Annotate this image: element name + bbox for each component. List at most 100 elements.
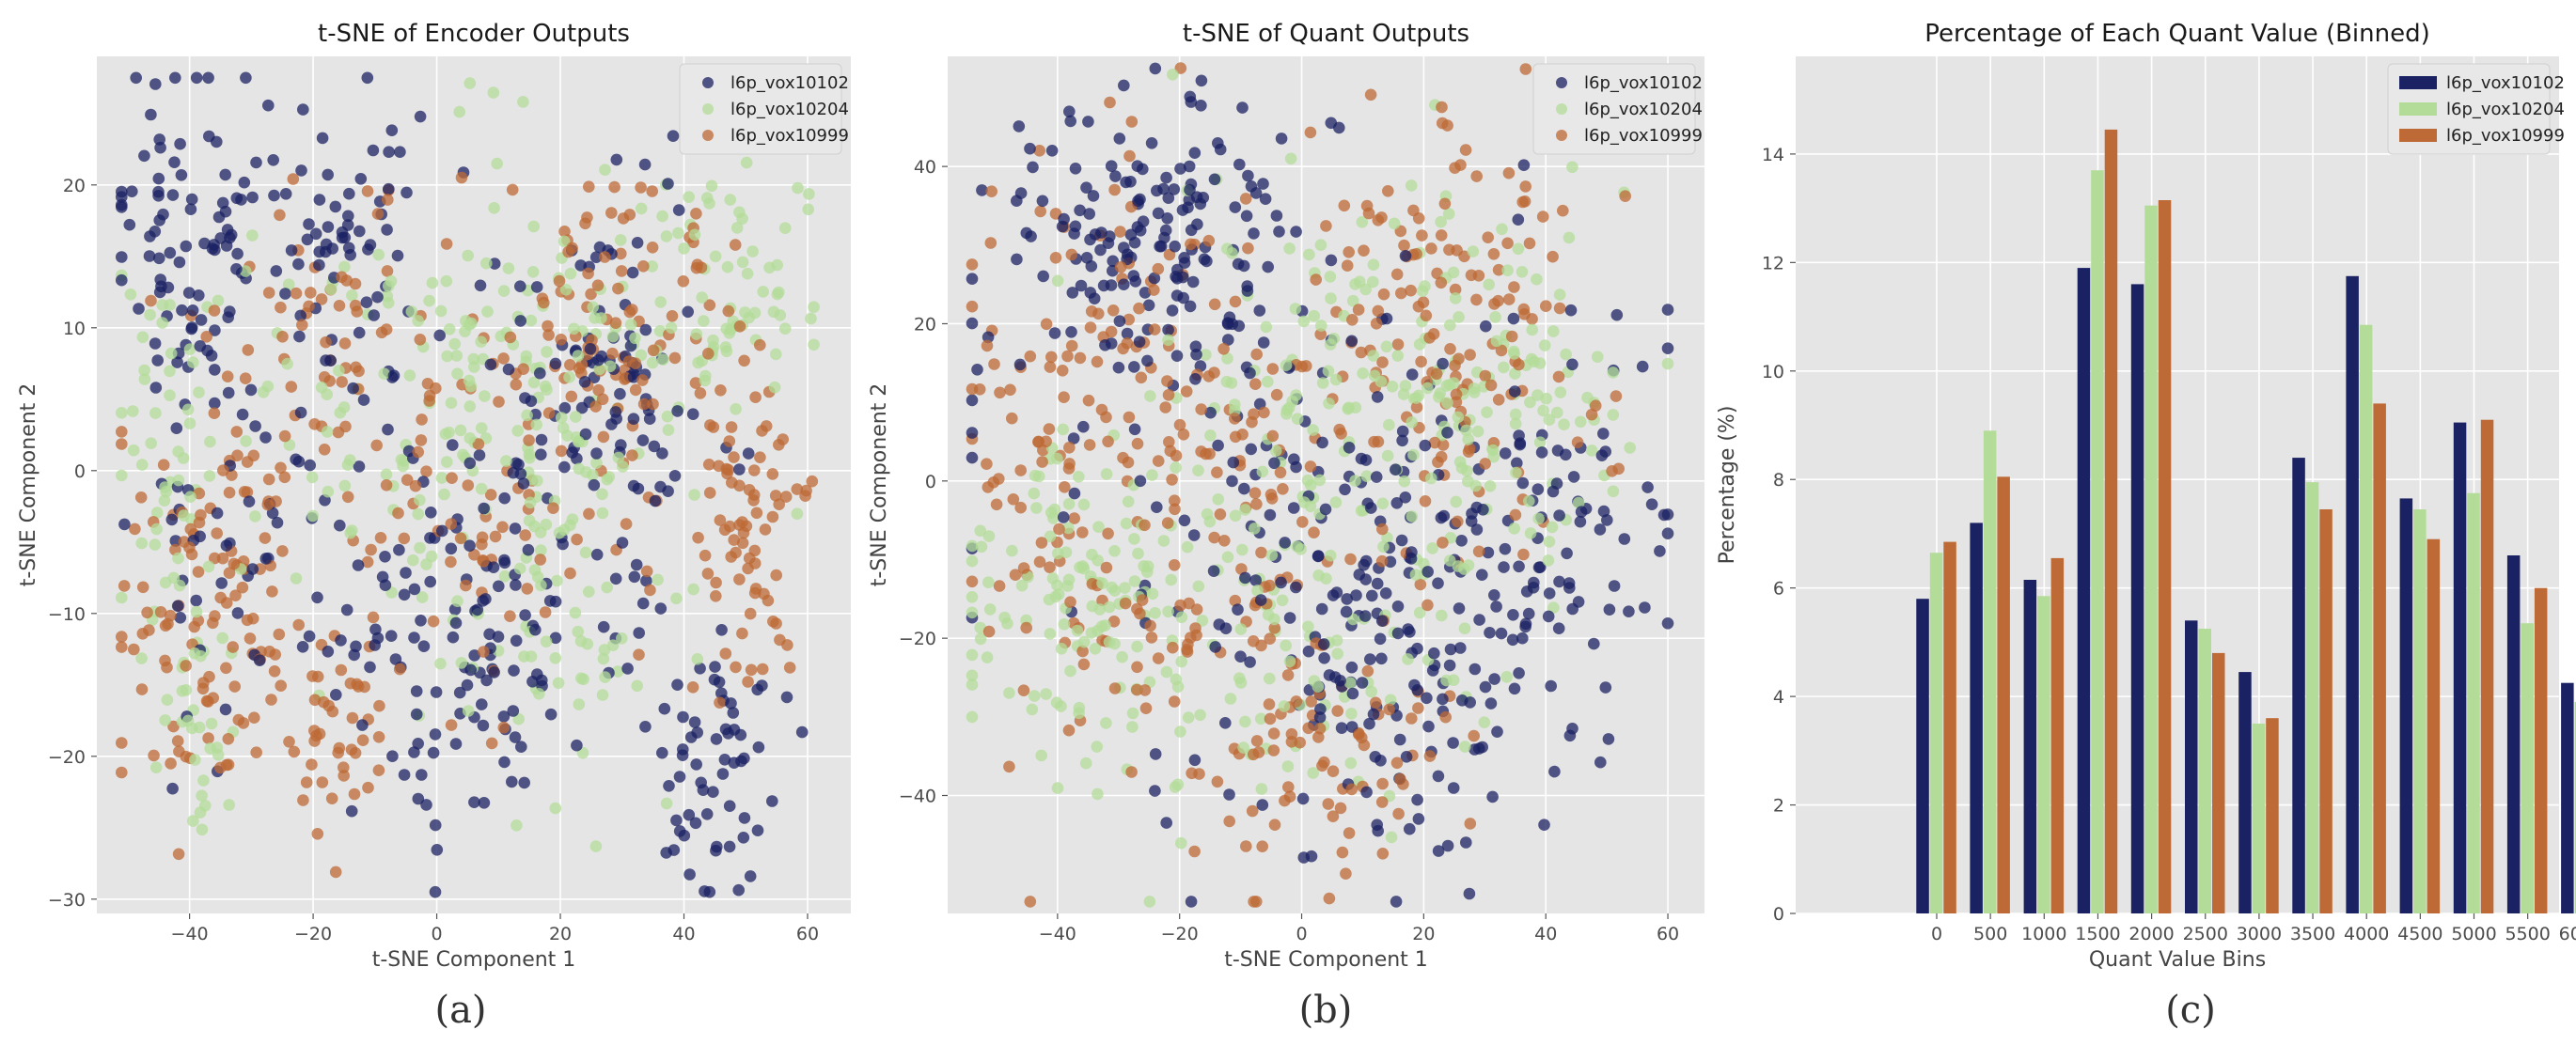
scatter-point-l6p_vox10204 xyxy=(463,400,477,413)
scatter-point-l6p_vox10102 xyxy=(966,394,979,407)
scatter-point-l6p_vox10999 xyxy=(1123,411,1136,424)
scatter-point-l6p_vox10999 xyxy=(1108,682,1122,694)
scatter-point-l6p_vox10102 xyxy=(1082,116,1094,128)
scatter-point-l6p_vox10102 xyxy=(329,200,342,213)
scatter-point-l6p_vox10999 xyxy=(246,612,259,625)
scatter-point-l6p_vox10102 xyxy=(1207,565,1220,577)
scatter-point-l6p_vox10102 xyxy=(1318,652,1330,664)
scatter-point-l6p_vox10999 xyxy=(719,647,732,660)
scatter-point-l6p_vox10999 xyxy=(1139,702,1153,714)
scatter-point-l6p_vox10204 xyxy=(583,585,595,598)
scatter-point-l6p_vox10204 xyxy=(1108,545,1121,557)
scatter-point-l6p_vox10102 xyxy=(214,232,227,244)
scatter-point-l6p_vox10102 xyxy=(1315,602,1328,616)
scatter-point-l6p_vox10102 xyxy=(627,479,640,492)
scatter-point-l6p_vox10999 xyxy=(606,347,619,360)
scatter-point-l6p_vox10204 xyxy=(1212,493,1224,506)
legend-label: l6p_vox10204 xyxy=(2446,100,2565,119)
scatter-point-l6p_vox10999 xyxy=(1074,351,1087,365)
scatter-point-l6p_vox10102 xyxy=(1661,342,1674,355)
scatter-point-l6p_vox10102 xyxy=(795,725,809,739)
scatter-point-l6p_vox10102 xyxy=(627,413,640,426)
scatter-point-l6p_vox10102 xyxy=(1194,197,1207,211)
scatter-point-l6p_vox10102 xyxy=(1507,609,1519,621)
scatter-point-l6p_vox10102 xyxy=(1259,193,1272,205)
scatter-point-l6p_vox10204 xyxy=(1015,579,1029,592)
scatter-point-l6p_vox10102 xyxy=(1419,439,1432,452)
scatter-point-l6p_vox10999 xyxy=(141,606,153,619)
scatter-point-l6p_vox10204 xyxy=(670,592,683,605)
scatter-point-l6p_vox10204 xyxy=(216,632,228,645)
scatter-point-l6p_vox10999 xyxy=(455,171,468,184)
scatter-point-l6p_vox10999 xyxy=(1203,447,1216,460)
scatter-point-l6p_vox10204 xyxy=(1126,721,1139,733)
scatter-point-l6p_vox10204 xyxy=(407,554,419,567)
scatter-point-l6p_vox10102 xyxy=(589,251,603,264)
scatter-point-l6p_vox10102 xyxy=(211,507,224,520)
x-tick-label: 0 xyxy=(1931,924,1942,944)
scatter-point-l6p_vox10999 xyxy=(1114,226,1126,238)
scatter-point-l6p_vox10102 xyxy=(420,799,432,811)
scatter-point-l6p_vox10999 xyxy=(1006,412,1018,425)
scatter-point-l6p_vox10204 xyxy=(1455,461,1469,475)
scatter-point-l6p_vox10102 xyxy=(742,447,755,460)
scatter-point-l6p_vox10999 xyxy=(1195,403,1207,415)
scatter-point-l6p_vox10204 xyxy=(1079,756,1092,770)
scatter-point-l6p_vox10999 xyxy=(1571,436,1584,449)
scatter-point-l6p_vox10999 xyxy=(626,304,638,316)
scatter-point-l6p_vox10204 xyxy=(441,350,454,363)
legend-marker xyxy=(1556,103,1567,115)
scatter-point-l6p_vox10102 xyxy=(1189,373,1202,385)
scatter-point-l6p_vox10102 xyxy=(1345,335,1359,348)
scatter-point-l6p_vox10102 xyxy=(198,237,211,250)
bar-l6p_vox10102-5500 xyxy=(2506,555,2521,913)
scatter-point-l6p_vox10102 xyxy=(259,431,272,444)
x-tick-label: 60 xyxy=(796,924,819,944)
scatter-point-l6p_vox10204 xyxy=(306,509,320,522)
scatter-point-l6p_vox10999 xyxy=(769,490,782,502)
scatter-point-l6p_vox10102 xyxy=(334,519,346,532)
bar-l6p_vox10102-6000 xyxy=(2561,682,2574,913)
scatter-point-l6p_vox10204 xyxy=(1146,469,1158,481)
scatter-point-l6p_vox10999 xyxy=(157,459,170,472)
scatter-point-l6p_vox10204 xyxy=(1143,896,1156,908)
scatter-point-l6p_vox10999 xyxy=(1364,88,1377,101)
scatter-point-l6p_vox10999 xyxy=(745,663,758,677)
scatter-point-l6p_vox10102 xyxy=(398,769,411,781)
scatter-point-l6p_vox10102 xyxy=(1476,741,1488,754)
scatter-point-l6p_vox10204 xyxy=(324,283,338,296)
scatter-point-l6p_vox10999 xyxy=(1464,818,1477,830)
scatter-point-l6p_vox10102 xyxy=(522,543,535,556)
scatter-point-l6p_vox10999 xyxy=(749,391,762,404)
scatter-point-l6p_vox10102 xyxy=(737,832,750,844)
scatter-point-l6p_vox10999 xyxy=(1450,396,1463,409)
scatter-point-l6p_vox10999 xyxy=(1145,632,1158,644)
scatter-point-l6p_vox10102 xyxy=(682,305,694,319)
scatter-point-l6p_vox10102 xyxy=(1279,537,1291,549)
scatter-point-l6p_vox10999 xyxy=(1003,760,1015,773)
scatter-point-l6p_vox10102 xyxy=(195,314,208,326)
scatter-point-l6p_vox10204 xyxy=(1077,635,1091,648)
scatter-point-l6p_vox10204 xyxy=(1425,472,1437,485)
scatter-point-l6p_vox10999 xyxy=(766,468,779,480)
scatter-point-l6p_vox10204 xyxy=(1324,549,1337,562)
scatter-point-l6p_vox10102 xyxy=(766,795,778,807)
scatter-point-l6p_vox10999 xyxy=(1040,318,1053,331)
scatter-point-l6p_vox10102 xyxy=(780,691,793,704)
scatter-point-l6p_vox10102 xyxy=(1639,601,1651,614)
scatter-point-l6p_vox10102 xyxy=(222,386,235,399)
scatter-point-l6p_vox10999 xyxy=(183,541,196,554)
scatter-point-l6p_vox10102 xyxy=(249,420,261,432)
scatter-point-l6p_vox10999 xyxy=(145,294,157,307)
scatter-point-l6p_vox10204 xyxy=(1367,350,1380,362)
scatter-point-l6p_vox10204 xyxy=(741,267,754,280)
x-tick-label: −20 xyxy=(294,924,332,944)
scatter-point-l6p_vox10102 xyxy=(1509,385,1521,398)
scatter-point-l6p_vox10999 xyxy=(542,320,554,333)
scatter-point-l6p_vox10204 xyxy=(1006,544,1018,557)
scatter-point-l6p_vox10102 xyxy=(1390,463,1402,476)
scatter-point-l6p_vox10102 xyxy=(1391,600,1405,613)
scatter-point-l6p_vox10102 xyxy=(1480,320,1492,333)
scatter-point-l6p_vox10102 xyxy=(330,689,342,701)
